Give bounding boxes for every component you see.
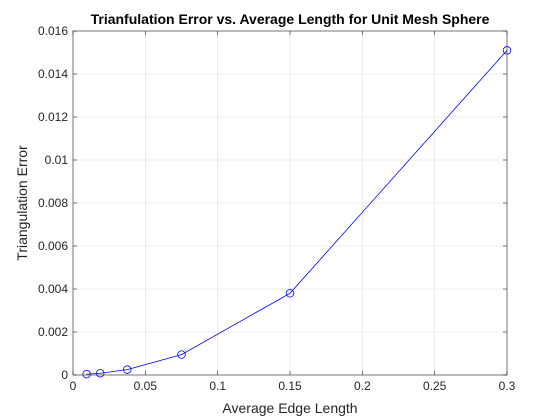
- data-point-marker: [95, 369, 105, 378]
- data-point-marker: [123, 365, 132, 374]
- x-tick-label: 0.1: [209, 379, 226, 393]
- y-tick-label: 0.008: [38, 196, 68, 210]
- x-tick-label: 0: [70, 379, 77, 393]
- y-tick-label: 0.01: [45, 153, 69, 167]
- y-tick-label: 0.014: [38, 67, 68, 81]
- y-tick-label: 0.016: [38, 24, 68, 38]
- data-point-marker: [177, 350, 186, 359]
- y-axis-title: Triangulation Error: [14, 145, 30, 261]
- x-tick-label: 0.2: [354, 379, 371, 393]
- x-axis-title: Average Edge Length: [222, 400, 357, 416]
- chart-title: Trianfulation Error vs. Average Length f…: [91, 11, 490, 27]
- y-tick-label: 0.012: [38, 110, 68, 124]
- x-tick-label: 0.3: [499, 379, 516, 393]
- x-tick-label: 0.25: [423, 379, 447, 393]
- data-point-marker: [82, 369, 91, 379]
- y-tick-label: 0.004: [38, 282, 68, 296]
- data-point-marker: [285, 289, 295, 298]
- x-tick-label: 0.05: [134, 379, 158, 393]
- axis-ticks: 0 0.05 0.1 0.15 0.2 0.25 0.3 0 0.002 0.004 0.006 0.…: [38, 24, 516, 393]
- y-tick-label: 0.006: [38, 239, 68, 253]
- y-tick-label: 0: [61, 368, 68, 382]
- y-tick-label: 0.002: [38, 325, 68, 339]
- x-tick-label: 0.15: [278, 379, 302, 393]
- series-line: [86, 50, 508, 375]
